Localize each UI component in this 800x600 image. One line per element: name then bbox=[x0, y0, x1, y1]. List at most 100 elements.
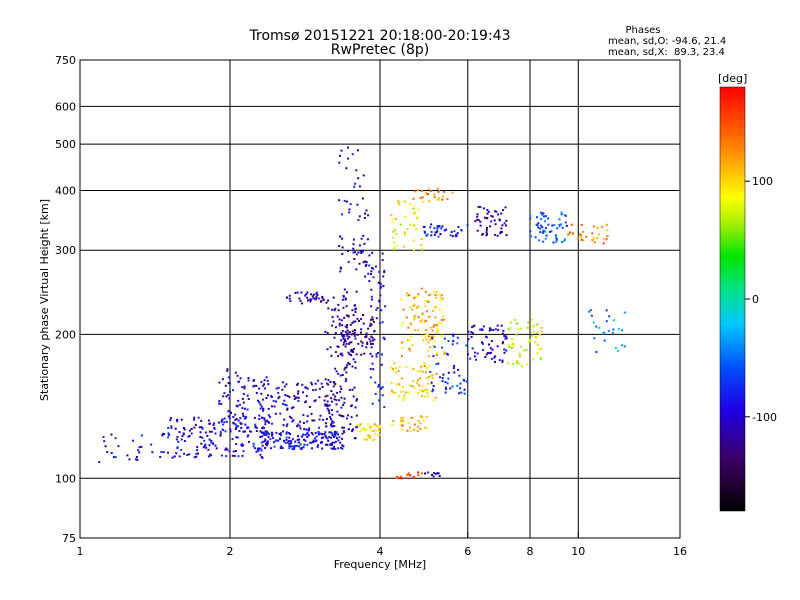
data-point bbox=[409, 474, 412, 477]
data-point bbox=[334, 332, 337, 335]
data-point bbox=[425, 415, 428, 418]
data-point bbox=[308, 406, 311, 408]
data-point bbox=[612, 328, 615, 331]
data-point bbox=[440, 322, 443, 325]
x-tick-label: 16 bbox=[673, 545, 687, 558]
data-point bbox=[351, 365, 354, 368]
data-point bbox=[440, 319, 443, 321]
data-point bbox=[242, 415, 245, 418]
data-point bbox=[453, 230, 456, 233]
data-point bbox=[401, 420, 404, 423]
data-point bbox=[266, 430, 269, 433]
data-point bbox=[392, 236, 394, 239]
data-point bbox=[350, 349, 353, 352]
data-point bbox=[541, 213, 544, 216]
data-point bbox=[614, 347, 617, 349]
data-point bbox=[327, 379, 330, 382]
data-point bbox=[429, 374, 432, 377]
data-point bbox=[353, 238, 355, 241]
data-point bbox=[364, 336, 367, 339]
data-point bbox=[433, 339, 436, 342]
grid-lines bbox=[80, 60, 680, 538]
data-point bbox=[520, 327, 522, 330]
data-point bbox=[201, 436, 204, 439]
data-point bbox=[481, 342, 484, 345]
data-point bbox=[242, 450, 245, 453]
data-point bbox=[606, 234, 609, 237]
data-point bbox=[186, 454, 189, 456]
data-point bbox=[286, 407, 289, 410]
data-point bbox=[417, 379, 420, 382]
data-point bbox=[439, 376, 441, 379]
data-point bbox=[183, 428, 186, 431]
data-point bbox=[296, 383, 298, 386]
data-point bbox=[585, 235, 588, 238]
data-point bbox=[579, 233, 582, 236]
data-point bbox=[487, 210, 490, 213]
data-point bbox=[328, 431, 331, 434]
data-point bbox=[180, 418, 183, 421]
data-point bbox=[306, 431, 309, 434]
data-point bbox=[354, 320, 357, 323]
data-point bbox=[352, 358, 355, 361]
data-point bbox=[504, 206, 507, 209]
data-point bbox=[217, 421, 220, 424]
data-point bbox=[294, 440, 297, 443]
data-point bbox=[541, 226, 544, 229]
data-point bbox=[343, 341, 345, 344]
data-point bbox=[333, 382, 336, 385]
data-point bbox=[317, 431, 320, 433]
data-point bbox=[596, 226, 599, 229]
data-point bbox=[426, 427, 429, 430]
data-point bbox=[446, 198, 449, 200]
data-point bbox=[117, 445, 120, 448]
data-point bbox=[516, 362, 519, 365]
data-point bbox=[340, 149, 343, 152]
data-point bbox=[369, 352, 372, 355]
data-point bbox=[352, 251, 355, 254]
data-point bbox=[306, 415, 309, 418]
data-point bbox=[322, 298, 325, 301]
data-point bbox=[405, 391, 408, 394]
data-point bbox=[290, 445, 293, 448]
data-point bbox=[167, 451, 169, 454]
data-point bbox=[539, 333, 541, 336]
data-point bbox=[331, 432, 334, 435]
data-point bbox=[242, 430, 245, 433]
data-point bbox=[265, 444, 268, 447]
data-point bbox=[310, 383, 313, 386]
data-point bbox=[403, 394, 406, 397]
data-point bbox=[395, 244, 398, 247]
data-point bbox=[374, 423, 376, 426]
data-point bbox=[390, 214, 393, 217]
data-point bbox=[494, 361, 496, 363]
data-point bbox=[321, 295, 324, 298]
data-point bbox=[476, 215, 479, 218]
data-point bbox=[315, 291, 318, 294]
data-point bbox=[336, 410, 339, 413]
data-point bbox=[623, 311, 626, 314]
data-point bbox=[239, 421, 242, 424]
data-point bbox=[349, 203, 352, 206]
data-point bbox=[353, 258, 356, 260]
data-point bbox=[339, 266, 342, 269]
data-point bbox=[136, 459, 139, 461]
data-point bbox=[345, 314, 348, 317]
data-point bbox=[346, 334, 349, 337]
data-point bbox=[285, 436, 288, 439]
data-point bbox=[258, 418, 261, 420]
data-point bbox=[353, 304, 356, 307]
data-point bbox=[325, 301, 328, 304]
data-point bbox=[491, 215, 494, 218]
data-point bbox=[397, 477, 400, 480]
data-point bbox=[430, 234, 433, 237]
data-point bbox=[411, 344, 414, 346]
data-point bbox=[324, 443, 327, 446]
data-point bbox=[218, 381, 221, 384]
data-point bbox=[140, 434, 143, 437]
data-point bbox=[342, 430, 345, 432]
data-point bbox=[173, 455, 176, 458]
data-point bbox=[591, 232, 594, 235]
data-point bbox=[325, 436, 328, 439]
data-point bbox=[285, 404, 288, 407]
